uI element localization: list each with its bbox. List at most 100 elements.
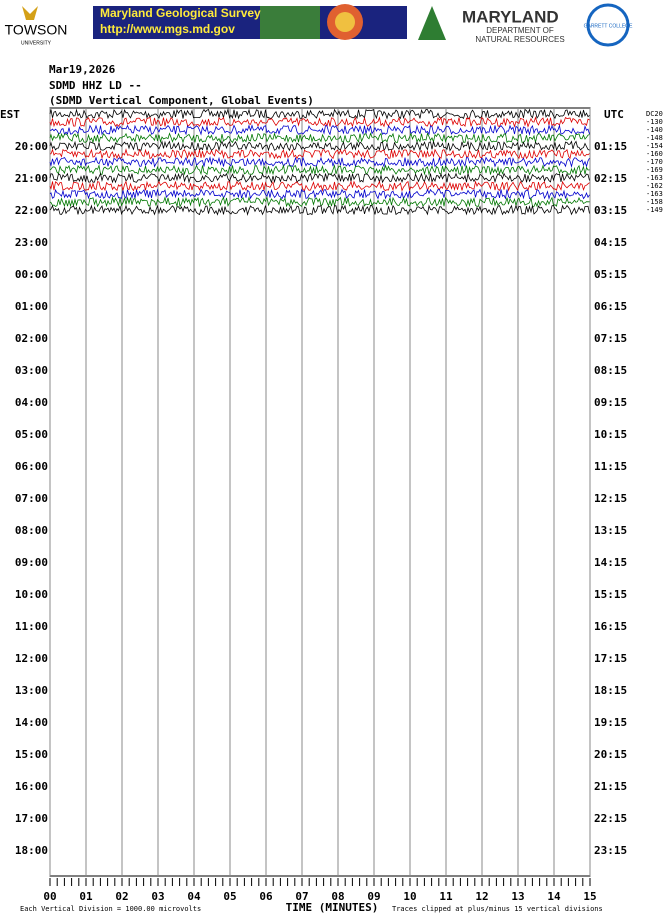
right-hour-label: 01:15 (594, 140, 627, 153)
seismic-trace (49, 172, 590, 184)
right-hour-label: 20:15 (594, 748, 627, 761)
right-hour-label: 22:15 (594, 812, 627, 825)
dnr-sub: DEPARTMENT OF (486, 26, 554, 35)
right-hour-label: 07:15 (594, 332, 627, 345)
towson-sub: UNIVERSITY (21, 40, 52, 46)
college-name: GARRETT COLLEGE (584, 23, 633, 29)
left-hour-label: 16:00 (15, 780, 48, 793)
minute-label: 04 (187, 890, 201, 903)
minute-label: 14 (547, 890, 561, 903)
left-hour-label: 20:00 (15, 140, 48, 153)
footer-left: Each Vertical Division = 1000.00 microvo… (20, 905, 201, 913)
minute-label: 15 (583, 890, 596, 903)
minute-label: 10 (403, 890, 416, 903)
right-hour-label: 09:15 (594, 396, 627, 409)
trace-offset: -163 (646, 174, 663, 182)
seismic-trace (49, 148, 590, 160)
left-hour-label: 21:00 (15, 172, 48, 185)
right-hour-label: 04:15 (594, 236, 627, 249)
right-hour-label: 06:15 (594, 300, 627, 313)
seismic-trace (49, 132, 590, 144)
minute-label: 12 (475, 890, 488, 903)
seismic-trace (49, 164, 590, 176)
left-hour-label: 01:00 (15, 300, 48, 313)
dnr-title: MARYLAND (462, 7, 559, 26)
minute-label: 08 (331, 890, 344, 903)
station: SDMD HHZ LD -- (49, 79, 142, 92)
trace-offset: -163 (646, 190, 663, 198)
header: TOWSON UNIVERSITY Maryland Geological Su… (5, 3, 633, 47)
left-hour-label: 00:00 (15, 268, 48, 281)
seismic-trace (49, 180, 590, 192)
right-hour-label: 02:15 (594, 172, 627, 185)
banner-image (260, 6, 320, 39)
trace-offset: -140 (646, 126, 663, 134)
seismic-trace (49, 156, 590, 168)
seismic-trace (49, 188, 590, 201)
towson-name: TOWSON (5, 22, 68, 38)
left-hour-label: 11:00 (15, 620, 48, 633)
minute-label: 00 (43, 890, 56, 903)
minute-label: 02 (115, 890, 128, 903)
right-hour-label: 11:15 (594, 460, 627, 473)
seismic-trace (49, 196, 590, 208)
left-hour-label: 10:00 (15, 588, 48, 601)
plot-frame (49, 107, 591, 877)
left-hour-label: 22:00 (15, 204, 48, 217)
minute-label: 09 (367, 890, 380, 903)
right-hour-label: 17:15 (594, 652, 627, 665)
seismic-trace (49, 123, 590, 136)
left-hour-label: 03:00 (15, 364, 48, 377)
right-hour-label: 21:15 (594, 780, 627, 793)
trace-offset: -169 (646, 166, 663, 174)
seismic-trace (49, 204, 590, 216)
minute-label: 07 (295, 890, 308, 903)
trace-offset: -149 (646, 206, 663, 214)
date: Mar19,2026 (49, 63, 116, 76)
left-hour-label: 09:00 (15, 556, 48, 569)
seismic-trace (49, 107, 590, 120)
trace-offset: -158 (646, 198, 663, 206)
trace-offset: -130 (646, 118, 663, 126)
minute-label: 13 (511, 890, 524, 903)
right-hour-label: 03:15 (594, 204, 627, 217)
right-hour-label: 16:15 (594, 620, 627, 633)
seismic-trace (49, 140, 590, 152)
left-hour-label: 14:00 (15, 716, 48, 729)
right-hour-label: 18:15 (594, 684, 627, 697)
x-axis-title: TIME (MINUTES) (286, 901, 379, 914)
dnr-sub: NATURAL RESOURCES (475, 35, 564, 44)
right-hour-label: 05:15 (594, 268, 627, 281)
left-hour-label: 08:00 (15, 524, 48, 537)
left-hour-label: 23:00 (15, 236, 48, 249)
college-seal (586, 3, 630, 47)
left-hour-label: 15:00 (15, 748, 48, 761)
left-hour-label: 05:00 (15, 428, 48, 441)
trace-offset: -148 (646, 134, 663, 142)
trace-offset: -154 (646, 142, 663, 150)
left-hour-label: 18:00 (15, 844, 48, 857)
left-hour-label: 12:00 (15, 652, 48, 665)
right-hour-label: 23:15 (594, 844, 627, 857)
right-hour-label: 13:15 (594, 524, 627, 537)
right-hour-label: 14:15 (594, 556, 627, 569)
description: (SDMD Vertical Component, Global Events) (49, 94, 314, 107)
left-hour-label: 13:00 (15, 684, 48, 697)
minute-label: 11 (439, 890, 453, 903)
seismic-trace (49, 116, 590, 128)
left-hour-label: 07:00 (15, 492, 48, 505)
left-hour-label: 17:00 (15, 812, 48, 825)
banner-title: Maryland Geological Survey (100, 6, 261, 20)
banner-url[interactable]: http://www.mgs.md.gov (100, 22, 235, 36)
trace-offset: -162 (646, 182, 663, 190)
right-unit: UTC (604, 108, 624, 121)
minute-label: 01 (79, 890, 93, 903)
banner-rings-inner (335, 12, 355, 32)
trace-offset: DC20 (646, 110, 663, 118)
right-hour-label: 19:15 (594, 716, 627, 729)
right-hour-label: 15:15 (594, 588, 627, 601)
minute-label: 05 (223, 890, 236, 903)
towson-emblem (22, 6, 38, 20)
minute-label: 06 (259, 890, 273, 903)
